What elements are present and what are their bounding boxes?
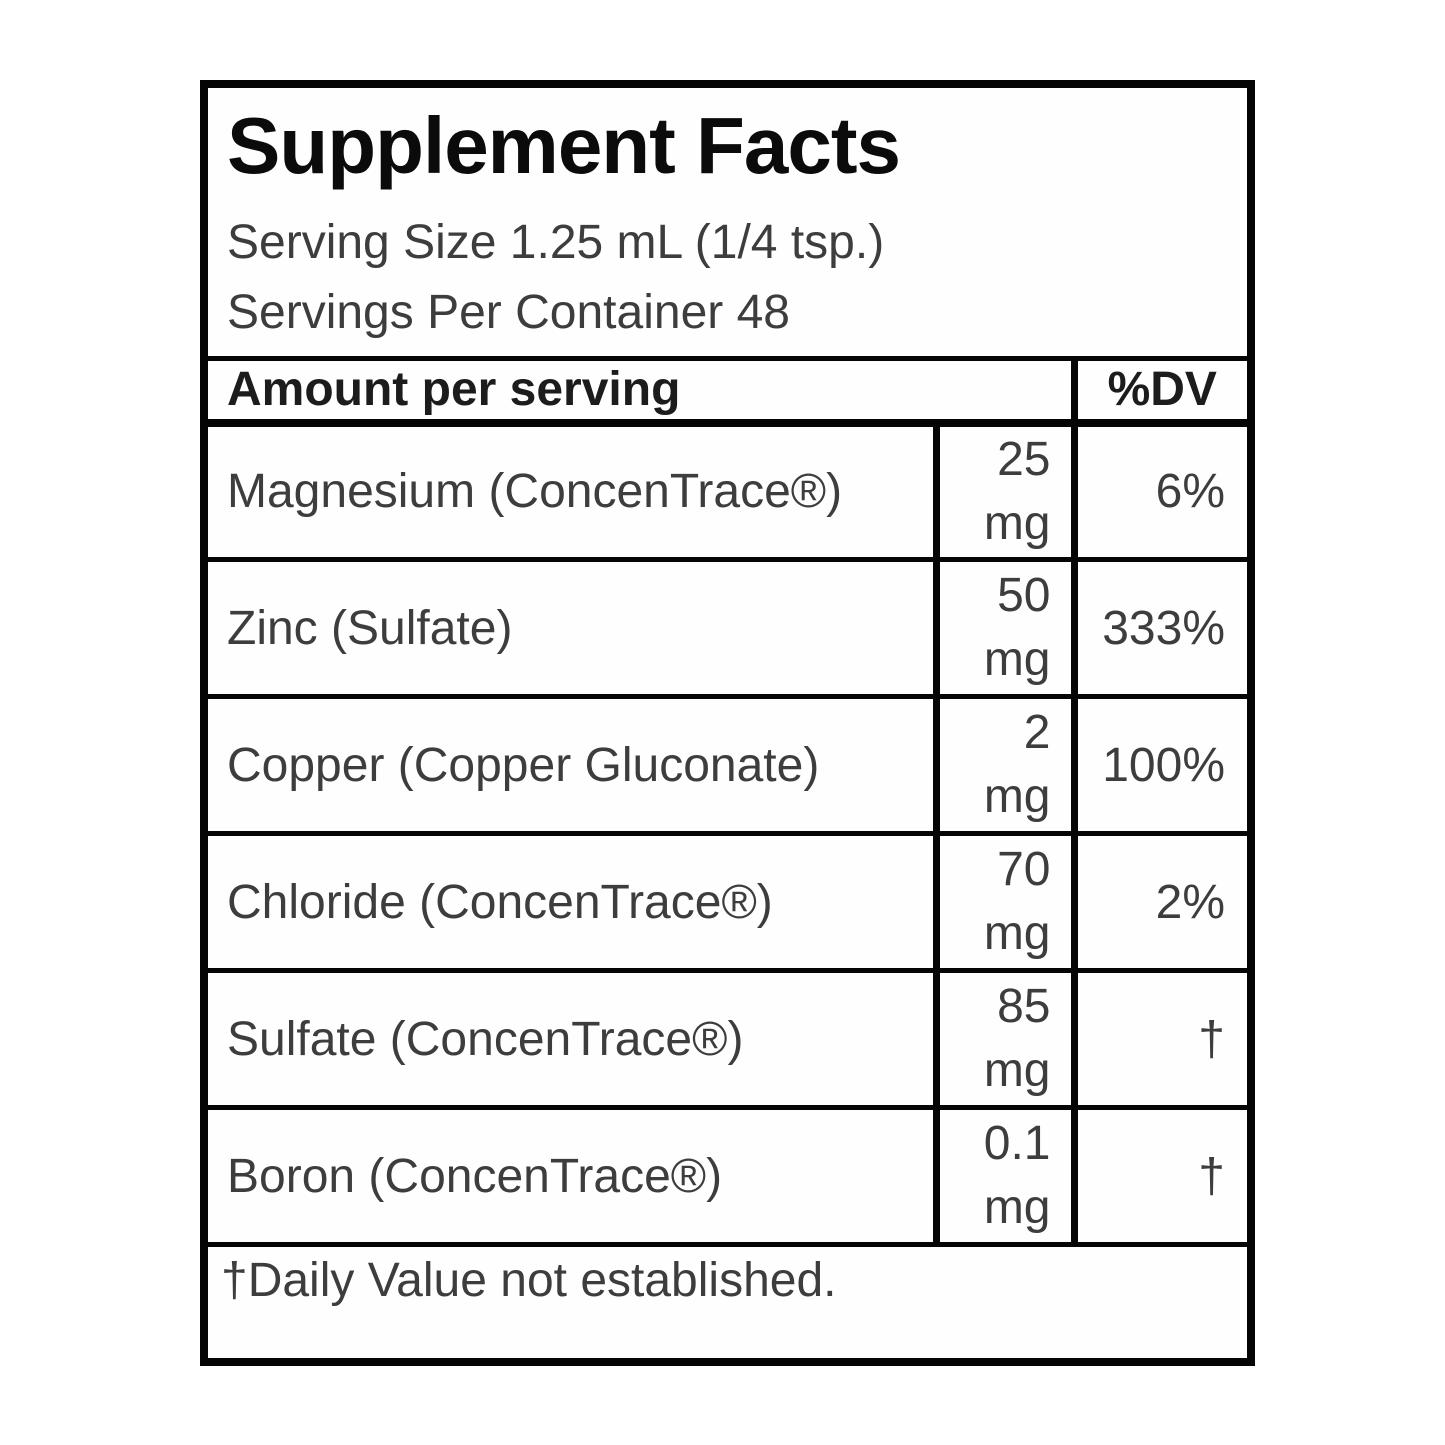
daily-value-footnote: †Daily Value not established. [221,1254,837,1308]
table-row-sulfate: Sulfate (ConcenTrace®) 85 mg † [208,970,1247,1110]
nutrient-dv: 100% [1070,696,1247,836]
nutrient-dv: † [1070,1107,1247,1247]
amount-unit: mg [983,633,1051,686]
footnote-row: †Daily Value not established. [208,1245,1247,1315]
nutrient-name: Chloride (ConcenTrace®) [208,833,936,973]
supplement-facts-panel: Supplement Facts Serving Size 1.25 mL (1… [200,80,1255,1366]
serving-info-block: Serving Size 1.25 mL (1/4 tsp.) Servings… [208,208,1247,348]
nutrient-dv: 333% [1070,559,1247,699]
amount-value: 0.1 [983,1117,1051,1170]
nutrient-amount: 0.1 mg [932,1107,1074,1247]
supplement-facts-title: Supplement Facts [227,101,901,190]
nutrient-amount: 2 mg [932,696,1074,836]
amount-unit: mg [983,496,1051,550]
nutrient-name: Magnesium (ConcenTrace®) [208,422,936,562]
amount-unit: mg [983,1181,1051,1234]
table-row-zinc: Zinc (Sulfate) 50 mg 333% [208,559,1247,699]
amount-unit: mg [983,907,1051,960]
nutrient-name: Copper (Copper Gluconate) [208,696,936,836]
nutrient-name: Boron (ConcenTrace®) [208,1107,936,1247]
nutrient-table: Amount per serving %DV Magnesium (Concen… [208,356,1247,1315]
amount-value: 2 [1023,706,1051,759]
amount-per-serving-header: Amount per serving [208,356,1074,427]
amount-value: 50 [997,569,1051,622]
nutrient-dv: † [1070,970,1247,1110]
nutrient-amount: 25 mg [932,422,1074,562]
nutrient-amount: 50 mg [932,559,1074,699]
amount-value: 70 [997,843,1051,896]
table-row-chloride: Chloride (ConcenTrace®) 70 mg 2% [208,833,1247,973]
nutrient-name: Sulfate (ConcenTrace®) [208,970,936,1110]
serving-size-text: Serving Size 1.25 mL (1/4 tsp.) [227,216,885,269]
table-row-magnesium: Magnesium (ConcenTrace®) 25 mg 6% [208,422,1247,562]
nutrient-dv: 2% [1070,833,1247,973]
amount-unit: mg [983,770,1051,823]
nutrient-amount: 85 mg [932,970,1074,1110]
servings-per-container-text: Servings Per Container 48 [227,286,790,339]
amount-unit: mg [983,1044,1051,1097]
percent-dv-header: %DV [1070,356,1247,427]
amount-value: 85 [997,980,1051,1033]
table-row-copper: Copper (Copper Gluconate) 2 mg 100% [208,696,1247,836]
amount-value: 25 [997,432,1051,486]
nutrient-name: Zinc (Sulfate) [208,559,936,699]
table-row-boron: Boron (ConcenTrace®) 0.1 mg † [208,1107,1247,1247]
nutrient-dv: 6% [1070,422,1247,562]
table-header-row: Amount per serving %DV [208,356,1247,427]
nutrient-amount: 70 mg [932,833,1074,973]
